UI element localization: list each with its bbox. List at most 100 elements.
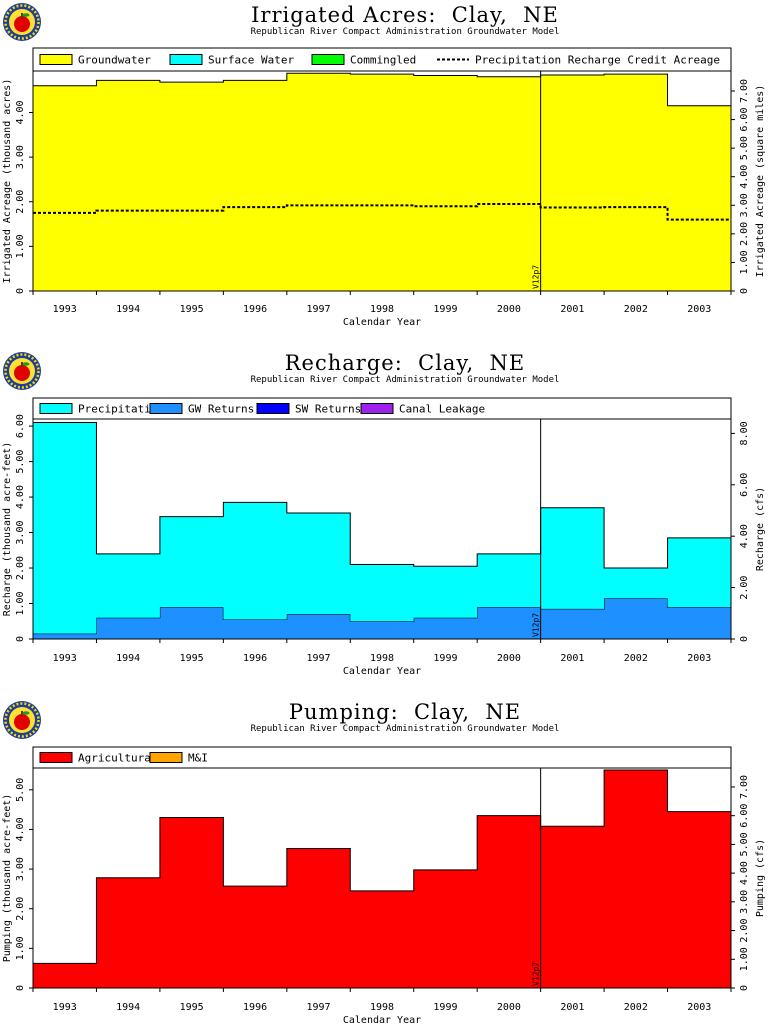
y-tick-label: 0 <box>15 636 26 642</box>
series-outline <box>33 422 731 569</box>
legend-swatch <box>39 54 73 65</box>
series-area-precipitation <box>33 422 731 634</box>
legend-label: Precipitation <box>78 403 164 416</box>
y2-tick-label: 7.00 <box>739 79 750 103</box>
y2-tick-label: 0 <box>739 288 750 294</box>
x-tick-label: 1993 <box>53 653 77 664</box>
apple-logo-icon <box>3 352 41 390</box>
model-version-marker-label: V12p7 <box>532 962 541 986</box>
x-axis-label: Calendar Year <box>343 1015 421 1026</box>
legend-label: Commingled <box>350 54 416 67</box>
y2-tick-label: 1.00 <box>739 250 750 274</box>
y2-tick-label: 6.00 <box>739 804 750 828</box>
x-tick-label: 2003 <box>687 1002 711 1013</box>
series-area-agricultural <box>33 769 731 988</box>
legend-swatch <box>39 403 73 414</box>
chart-subtitle: Republican River Compact Administration … <box>250 724 560 734</box>
x-tick-label: 1995 <box>180 304 204 315</box>
chart-title: Recharge: Clay, NE <box>284 351 526 375</box>
y-tick-label: 4.00 <box>15 817 26 841</box>
y2-tick-label: 7.00 <box>739 775 750 799</box>
legend-swatch <box>39 752 73 763</box>
apple-logo-icon <box>3 3 41 41</box>
y-tick-label: 6.00 <box>15 414 26 438</box>
y2-tick-label: 4.00 <box>739 165 750 189</box>
y2-tick-label: 3.00 <box>739 193 750 217</box>
model-version-marker-label: V12p7 <box>532 613 541 637</box>
x-tick-label: 1997 <box>306 1002 330 1013</box>
x-tick-label: 2002 <box>624 653 648 664</box>
plot-frame <box>32 47 732 292</box>
series-area-gw-returns <box>33 598 731 639</box>
y2-axis-label: Irrigated Acreage (square miles) <box>755 85 766 278</box>
x-tick-label: 1998 <box>370 304 394 315</box>
y2-tick-label: 6.00 <box>739 473 750 497</box>
x-tick-label: 1997 <box>306 653 330 664</box>
x-tick-label: 2002 <box>624 304 648 315</box>
chart-title: Pumping: Clay, NE <box>288 700 522 724</box>
x-tick-label: 1995 <box>180 653 204 664</box>
x-tick-label: 1996 <box>243 1002 267 1013</box>
y2-tick-label: 6.00 <box>739 108 750 132</box>
y2-tick-label: 1.00 <box>739 947 750 971</box>
x-tick-label: 1996 <box>243 653 267 664</box>
legend-label: GW Returns <box>188 403 254 416</box>
x-tick-label: 2001 <box>560 304 584 315</box>
x-tick-label: 2000 <box>497 304 521 315</box>
x-tick-label: 1993 <box>53 304 77 315</box>
y-tick-label: 2.00 <box>15 556 26 580</box>
x-axis-label: Calendar Year <box>343 666 421 677</box>
y2-tick-label: 2.00 <box>739 919 750 943</box>
x-tick-label: 1996 <box>243 304 267 315</box>
x-tick-label: 2001 <box>560 653 584 664</box>
y2-tick-label: 2.00 <box>739 576 750 600</box>
y-axis-label: Irrigated Acreage (thousand acres) <box>2 79 13 284</box>
y-tick-label: 0 <box>15 288 26 294</box>
legend-label: Precipitation Recharge Credit Acreage <box>475 54 720 67</box>
legend-label: Surface Water <box>208 54 294 67</box>
x-tick-label: 1998 <box>370 1002 394 1013</box>
x-tick-label: 1999 <box>433 304 457 315</box>
y2-tick-label: 3.00 <box>739 890 750 914</box>
series-area-groundwater <box>33 73 731 291</box>
legend-swatch <box>149 752 183 763</box>
y2-axis-label: Recharge (cfs) <box>755 487 766 571</box>
legend-swatch <box>360 403 394 414</box>
x-tick-label: 2003 <box>687 653 711 664</box>
y2-axis-label: Pumping (cfs) <box>755 839 766 917</box>
y-tick-label: 3.00 <box>15 521 26 545</box>
y2-tick-label: 4.00 <box>739 861 750 885</box>
chart-subtitle: Republican River Compact Administration … <box>250 375 560 385</box>
x-tick-label: 2000 <box>497 1002 521 1013</box>
y-tick-label: 2.00 <box>15 190 26 214</box>
x-tick-label: 2001 <box>560 1002 584 1013</box>
x-axis-label: Calendar Year <box>343 317 421 328</box>
x-tick-label: 1995 <box>180 1002 204 1013</box>
legend-swatch <box>256 403 290 414</box>
y-tick-label: 0 <box>15 985 26 991</box>
y2-tick-label: 0 <box>739 636 750 642</box>
y-tick-label: 2.00 <box>15 897 26 921</box>
irrigated-acres-chart: V12p7 Groundwater Surface Water Commingled P… <box>2 47 766 328</box>
x-tick-label: 2000 <box>497 653 521 664</box>
y-tick-label: 4.00 <box>15 485 26 509</box>
y2-tick-label: 0 <box>739 985 750 991</box>
x-tick-label: 1993 <box>53 1002 77 1013</box>
x-tick-label: 1999 <box>433 653 457 664</box>
apple-logo-icon <box>3 701 41 739</box>
y-tick-label: 1.00 <box>15 591 26 615</box>
y-tick-label: 4.00 <box>15 100 26 124</box>
x-tick-label: 1994 <box>116 304 140 315</box>
y2-tick-label: 4.00 <box>739 524 750 548</box>
y-axis-label: Recharge (thousand acre-feet) <box>2 442 13 617</box>
legend-label: SW Returns <box>295 403 361 416</box>
y-tick-label: 5.00 <box>15 778 26 802</box>
chart-title: Irrigated Acres: Clay, NE <box>251 3 559 27</box>
series-outline <box>33 72 731 107</box>
y-axis-label: Pumping (thousand acre-feet) <box>2 794 13 963</box>
y-tick-label: 1.00 <box>15 234 26 258</box>
legend-swatch <box>169 54 203 65</box>
legend-label: M&I <box>188 752 208 765</box>
series-outline <box>33 769 731 964</box>
chart-subtitle: Republican River Compact Administration … <box>250 27 560 37</box>
